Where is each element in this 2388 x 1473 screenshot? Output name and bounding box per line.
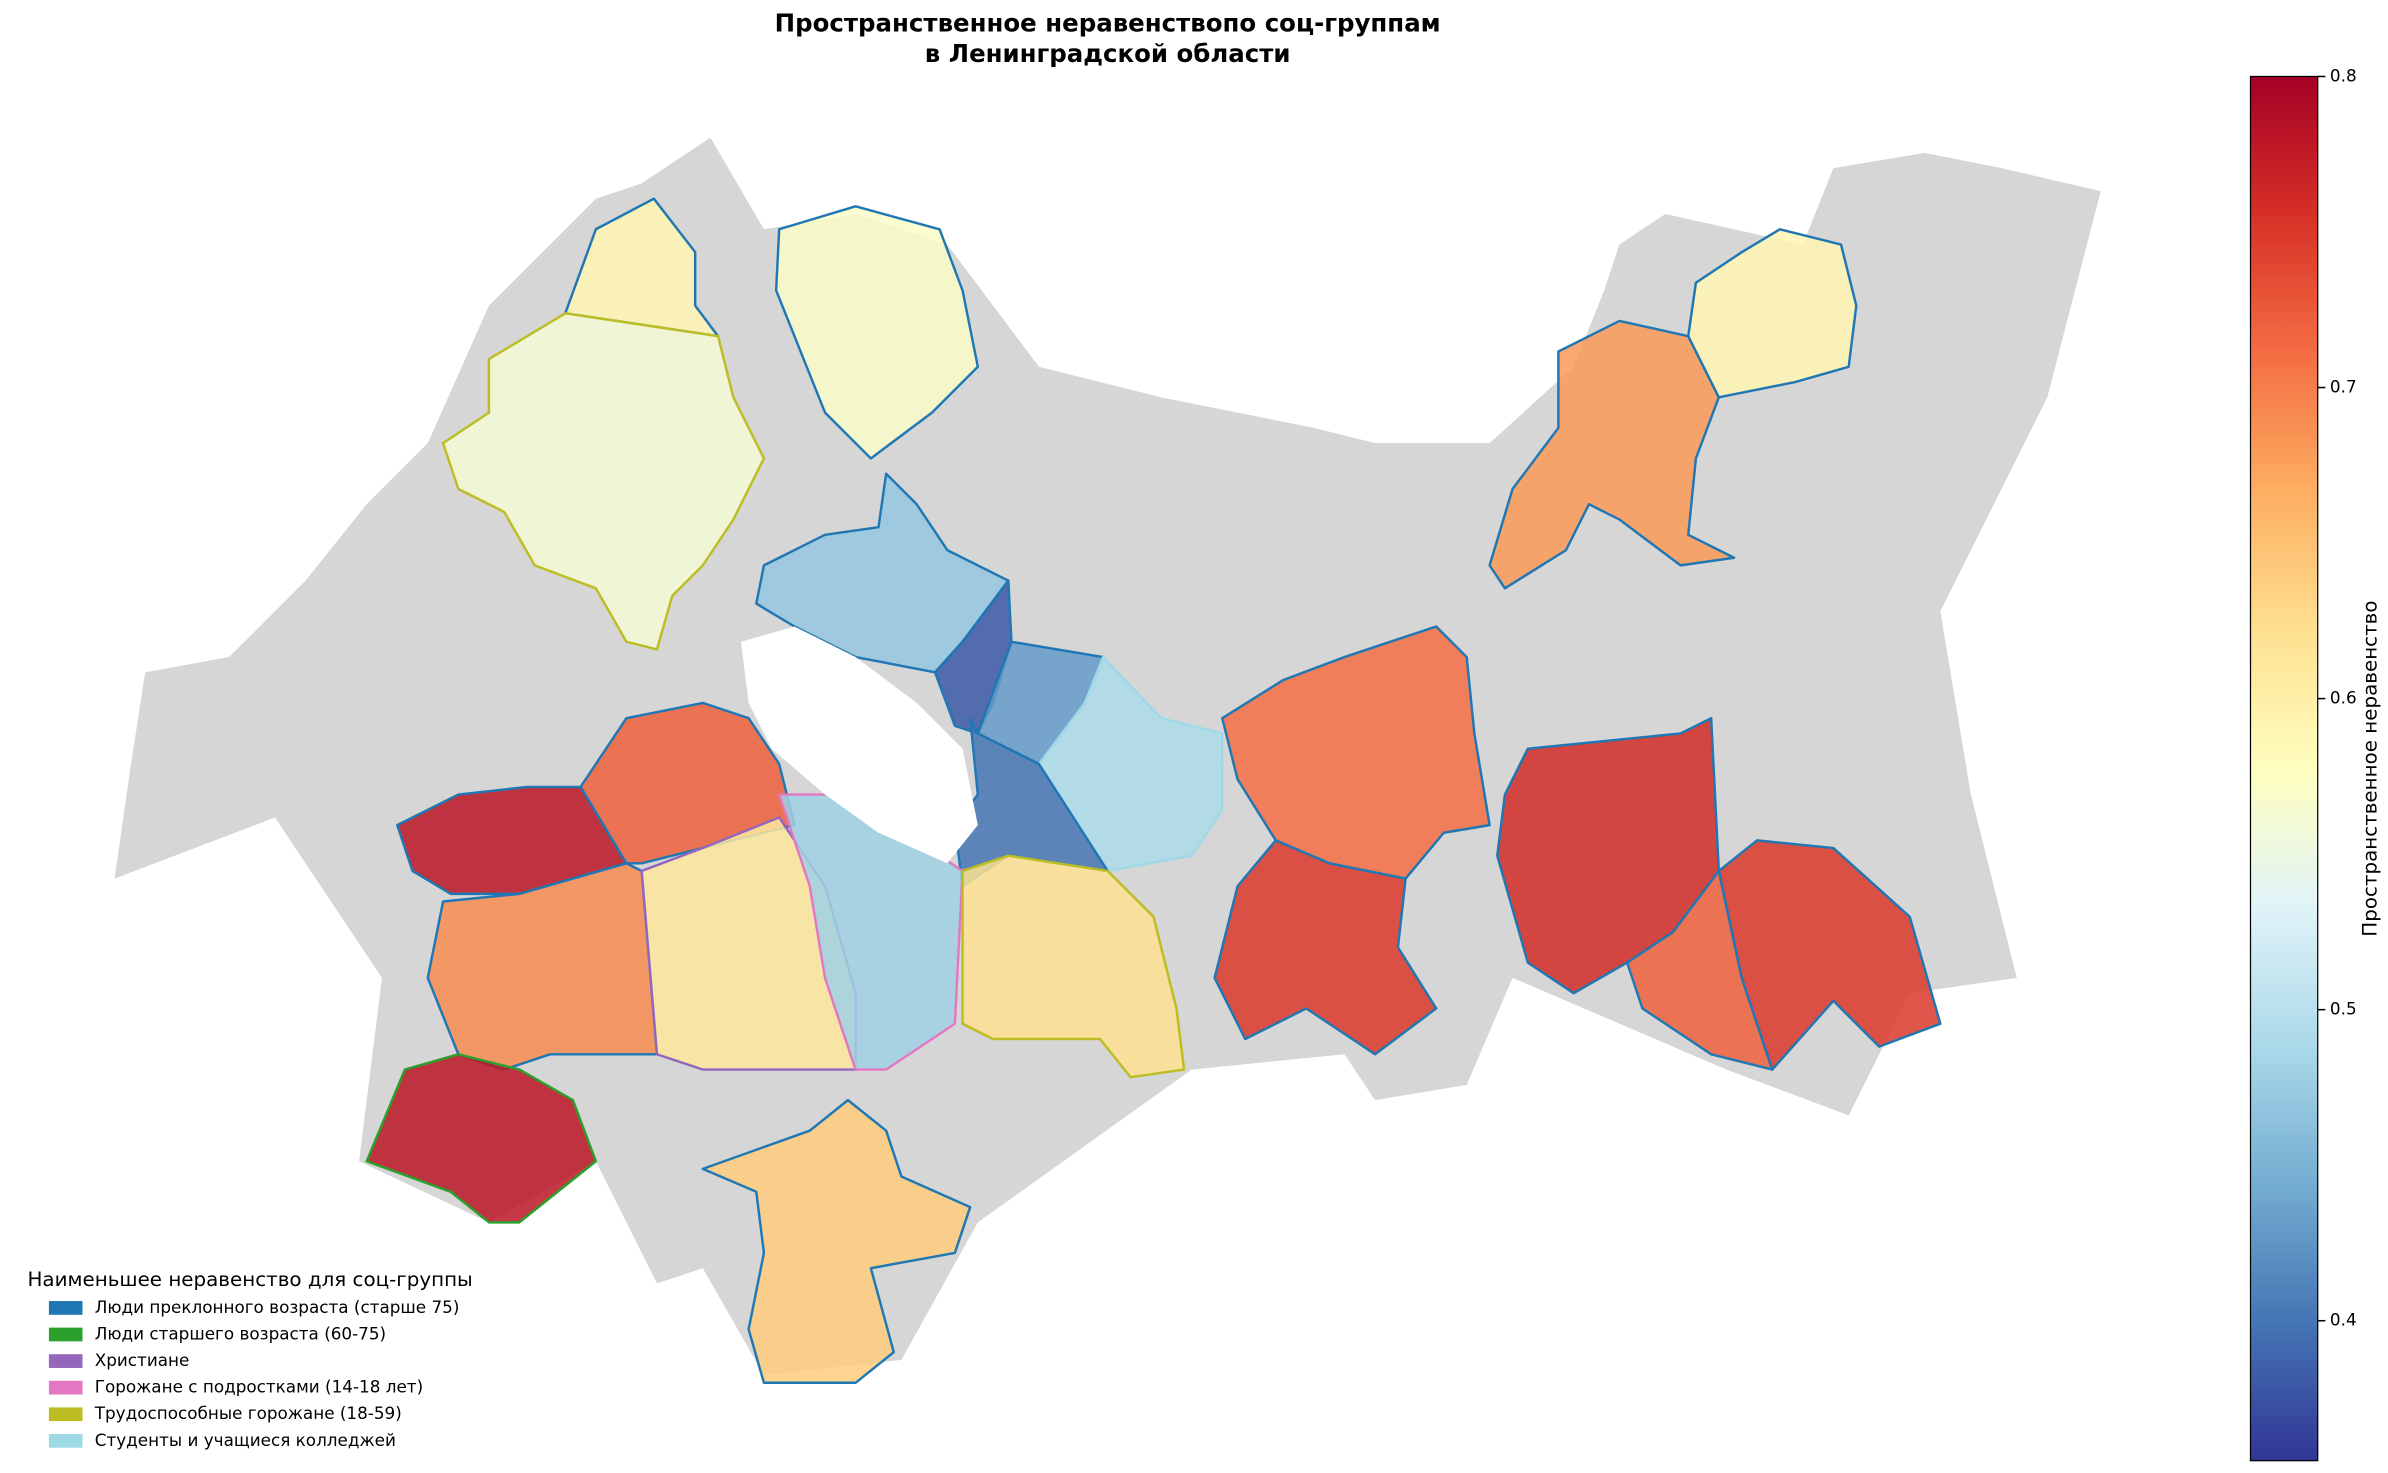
zones	[365, 197, 1942, 1384]
colorbar	[2249, 75, 2319, 1462]
legend: Люди преклонного возраста (старше 75) Люд…	[48, 1297, 460, 1450]
legend-label: Студенты и учащиеся колледжей	[95, 1430, 396, 1450]
zone	[961, 854, 1186, 1079]
zone	[426, 862, 659, 1071]
legend-label: Люди преклонного возраста (старше 75)	[95, 1297, 460, 1317]
colorbar-tick-label: 0.8	[2330, 65, 2357, 85]
colorbar-label: Пространственное неравенство	[2359, 600, 2382, 936]
legend-swatch	[48, 1327, 83, 1342]
zone	[1213, 839, 1438, 1056]
legend-swatch	[48, 1407, 83, 1422]
legend-swatch	[48, 1354, 83, 1368]
colorbar-tick-label: 0.7	[2330, 377, 2357, 397]
legend-swatch	[48, 1380, 83, 1395]
lake-ladoga	[740, 626, 978, 864]
title: в Ленинградской области	[925, 39, 1291, 68]
legend-swatch	[48, 1301, 83, 1315]
zone	[1717, 839, 1942, 1071]
zone	[441, 312, 766, 651]
legend-label: Трудоспособные горожане (18-59)	[94, 1403, 402, 1423]
legend-swatch	[48, 1433, 83, 1448]
colorbar-tick-label: 0.4	[2330, 1310, 2357, 1330]
legend-label: Люди старшего возраста (60-75)	[95, 1323, 386, 1343]
zone	[1037, 655, 1224, 873]
title: Пространственное неравенствопо соц-групп…	[775, 9, 1441, 38]
legend-label: Горожане с подростками (14-18 лет)	[95, 1377, 423, 1397]
colorbar-tick-label: 0.6	[2330, 688, 2357, 708]
zone	[774, 205, 980, 460]
zone	[1687, 228, 1858, 399]
zone	[365, 1053, 598, 1224]
zone	[1488, 319, 1736, 590]
zone	[701, 1098, 972, 1384]
legend-title: Наименьшее неравенство для соц-группы	[28, 1268, 473, 1291]
legend-label: Христиане	[95, 1350, 190, 1370]
colorbar-tick-label: 0.5	[2330, 999, 2357, 1019]
